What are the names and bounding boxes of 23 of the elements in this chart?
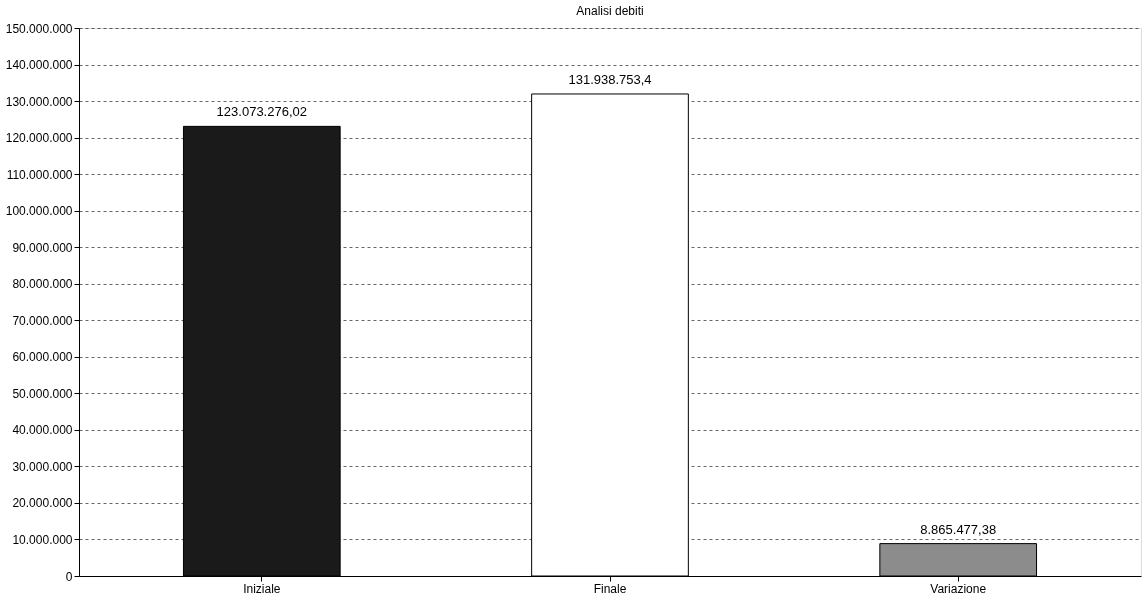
y-tick-label: 60.000.000 bbox=[12, 350, 73, 365]
y-tick-label: 0 bbox=[65, 569, 73, 584]
data-label: 123.073.276,02 bbox=[216, 104, 307, 120]
data-label: 8.865.477,38 bbox=[920, 521, 997, 537]
data-label: 131.938.753,4 bbox=[568, 71, 652, 87]
y-tick-label: 70.000.000 bbox=[12, 313, 73, 328]
y-tick-label: 110.000.000 bbox=[6, 167, 73, 182]
y-tick-label: 40.000.000 bbox=[12, 423, 73, 438]
y-tick-label: 20.000.000 bbox=[12, 496, 73, 511]
y-tick-label: 90.000.000 bbox=[12, 240, 73, 255]
y-tick-label: 30.000.000 bbox=[12, 459, 73, 474]
x-tick-label: Iniziale bbox=[243, 581, 281, 596]
y-tick-label: 80.000.000 bbox=[12, 277, 73, 292]
x-tick-label: Variazione bbox=[930, 581, 987, 596]
y-tick-label: 120.000.000 bbox=[5, 131, 73, 146]
y-tick-label: 10.000.000 bbox=[12, 532, 73, 547]
y-tick-label: 50.000.000 bbox=[12, 386, 73, 401]
x-tick-label: Finale bbox=[593, 581, 627, 596]
y-tick-label: 150.000.000 bbox=[5, 21, 73, 36]
chart-title: Analisi debiti bbox=[576, 4, 644, 18]
y-tick-label: 140.000.000 bbox=[5, 58, 73, 73]
y-tick-label: 100.000.000 bbox=[5, 204, 73, 219]
y-tick-label: 130.000.000 bbox=[5, 94, 73, 109]
